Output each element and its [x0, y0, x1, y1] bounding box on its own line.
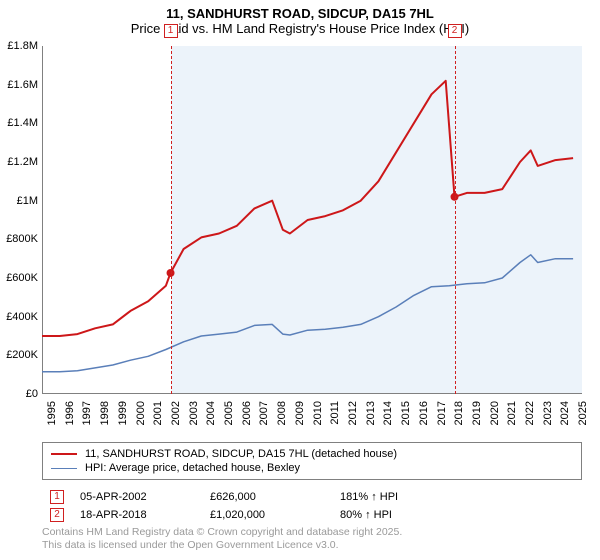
x-tick-label: 2022 [524, 401, 536, 425]
y-tick-label: £400K [6, 311, 38, 323]
event-dashed-line [455, 46, 456, 394]
x-tick-label: 2013 [365, 401, 377, 425]
legend-series-row: HPI: Average price, detached house, Bexl… [51, 461, 573, 475]
legend-event-price: £626,000 [210, 491, 340, 503]
legend-series-row: 11, SANDHURST ROAD, SIDCUP, DA15 7HL (de… [51, 447, 573, 461]
x-tick-label: 2018 [453, 401, 465, 425]
x-tick-label: 2019 [471, 401, 483, 425]
x-tick-label: 2014 [382, 401, 394, 425]
y-tick-label: £800K [6, 233, 38, 245]
x-tick-label: 2021 [506, 401, 518, 425]
legend-event-num-box: 1 [50, 490, 64, 504]
series-legend: 11, SANDHURST ROAD, SIDCUP, DA15 7HL (de… [42, 442, 582, 480]
x-axis: 1995 1996 1997 1998 1999 2000 2001 2002 2003 2004… [42, 398, 582, 440]
y-tick-label: £200K [6, 349, 38, 361]
legend-event-delta: 80% ↑ HPI [340, 509, 392, 521]
page-subtitle: Price paid vs. HM Land Registry's House … [0, 21, 600, 36]
legend-event-row: 1 05-APR-2002£626,000181% ↑ HPI [50, 488, 574, 506]
event-dashed-line [171, 46, 172, 394]
series-line-property [42, 81, 573, 336]
chart-plot-area: 12 [42, 46, 582, 394]
y-tick-label: £1M [17, 195, 38, 207]
legend-event-price: £1,020,000 [210, 509, 340, 521]
event-marker-box: 1 [164, 24, 178, 38]
legend-event-row: 2 18-APR-2018£1,020,00080% ↑ HPI [50, 506, 574, 524]
legend-series-label: 11, SANDHURST ROAD, SIDCUP, DA15 7HL (de… [85, 448, 397, 460]
x-tick-label: 2016 [418, 401, 430, 425]
legend-event-date: 18-APR-2018 [80, 509, 210, 521]
x-tick-label: 2002 [170, 401, 182, 425]
x-tick-label: 2017 [436, 401, 448, 425]
x-tick-label: 2007 [258, 401, 270, 425]
x-tick-label: 1996 [64, 401, 76, 425]
chart-svg [42, 46, 582, 394]
x-tick-label: 1999 [117, 401, 129, 425]
x-tick-label: 2000 [135, 401, 147, 425]
y-tick-label: £1.2M [7, 156, 38, 168]
legend-swatch [51, 453, 77, 455]
x-tick-label: 2006 [241, 401, 253, 425]
x-tick-label: 2005 [223, 401, 235, 425]
legend-event-num-box: 2 [50, 508, 64, 522]
x-tick-label: 2025 [577, 401, 589, 425]
x-tick-label: 2024 [559, 401, 571, 425]
x-tick-label: 2004 [205, 401, 217, 425]
x-tick-label: 1995 [46, 401, 58, 425]
x-tick-label: 2003 [188, 401, 200, 425]
x-tick-label: 2023 [542, 401, 554, 425]
legend-event-delta: 181% ↑ HPI [340, 491, 398, 503]
x-tick-label: 2001 [152, 401, 164, 425]
y-tick-label: £1.4M [7, 117, 38, 129]
y-tick-label: £0 [26, 388, 38, 400]
series-line-hpi [42, 255, 573, 372]
x-tick-label: 2008 [276, 401, 288, 425]
y-axis: £0£200K£400K£600K£800K£1M£1.2M£1.4M£1.6M… [0, 46, 42, 394]
x-tick-label: 2020 [489, 401, 501, 425]
y-tick-label: £600K [6, 272, 38, 284]
x-tick-label: 2012 [347, 401, 359, 425]
legend-swatch [51, 468, 77, 469]
page-title: 11, SANDHURST ROAD, SIDCUP, DA15 7HL [0, 6, 600, 21]
event-legend: 1 05-APR-2002£626,000181% ↑ HPI 2 18-APR-20… [42, 484, 582, 528]
x-tick-label: 1998 [99, 401, 111, 425]
x-tick-label: 2015 [400, 401, 412, 425]
y-tick-label: £1.6M [7, 79, 38, 91]
legend-series-label: HPI: Average price, detached house, Bexl… [85, 462, 300, 474]
x-tick-label: 2009 [294, 401, 306, 425]
event-marker-box: 2 [448, 24, 462, 38]
x-tick-label: 2010 [312, 401, 324, 425]
x-tick-label: 2011 [329, 401, 341, 425]
y-tick-label: £1.8M [7, 40, 38, 52]
x-tick-label: 1997 [81, 401, 93, 425]
copyright-notice: Contains HM Land Registry data © Crown c… [42, 526, 402, 552]
legend-event-date: 05-APR-2002 [80, 491, 210, 503]
